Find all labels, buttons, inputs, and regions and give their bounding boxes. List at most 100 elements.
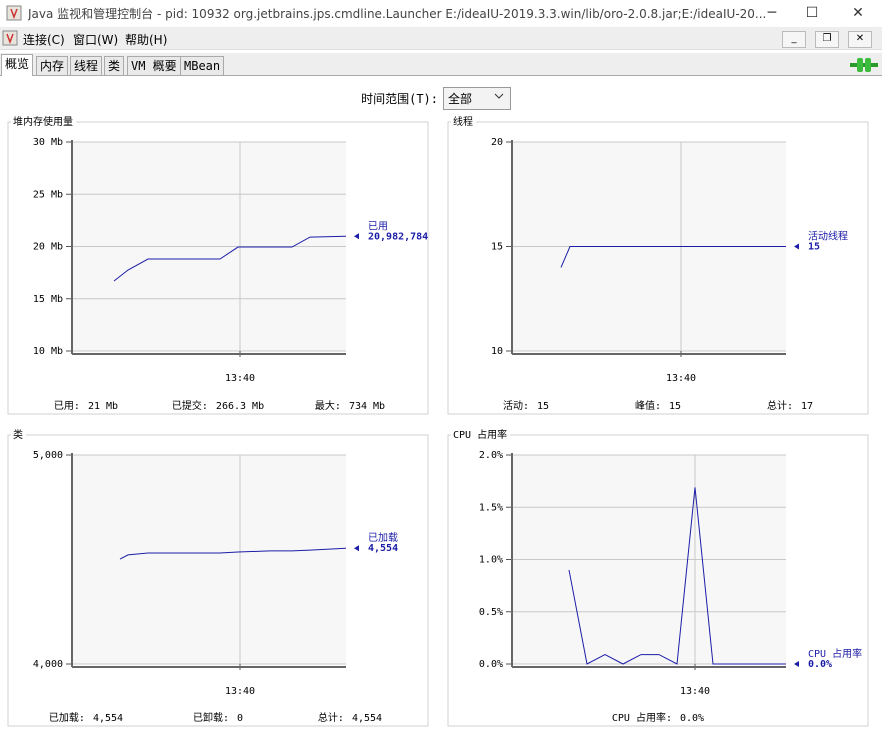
close-button[interactable]: ✕ — [852, 5, 864, 21]
footer-item: 峰值: 15 — [635, 399, 681, 412]
title-bar — [0, 0, 882, 26]
time-range-label: 时间范围(T): — [361, 92, 438, 106]
series-name: CPU 占用率 — [808, 647, 862, 660]
tab[interactable]: VM 概要 — [127, 56, 181, 75]
panel-title: 线程 — [453, 115, 473, 128]
y-tick-label: 0.0% — [479, 659, 503, 670]
y-tick-label: 10 — [491, 346, 503, 357]
footer-label: 最大: — [315, 399, 341, 412]
menu-item[interactable]: 连接(C) — [23, 33, 65, 47]
footer-value: 4,554 — [93, 713, 123, 724]
y-tick-label: 15 — [491, 242, 503, 253]
x-tick-label: 13:40 — [225, 686, 255, 697]
current-marker — [354, 545, 359, 552]
series-line — [113, 235, 347, 282]
maximize-button[interactable]: ☐ — [805, 5, 819, 21]
footer-label: 总计: — [318, 711, 344, 724]
y-tick-label: 0.5% — [479, 607, 503, 618]
panel-title: 类 — [13, 428, 23, 441]
footer-value: 21 Mb — [88, 401, 118, 412]
mdi-restore[interactable]: ❐ — [815, 31, 839, 48]
x-tick-label: 13:40 — [666, 373, 696, 384]
panel-border — [447, 121, 869, 415]
panel-title-bg — [451, 115, 476, 129]
series-name: 已用 — [368, 221, 388, 232]
footer-item: 已加载: 4,554 — [49, 712, 123, 724]
footer-value: 0 — [237, 713, 243, 724]
footer-value: 15 — [537, 401, 549, 412]
current-marker — [794, 243, 799, 250]
current-value: 4,554 — [368, 543, 398, 554]
tab[interactable]: 类 — [104, 56, 125, 75]
footer-value: 266.3 Mb — [216, 401, 264, 412]
y-tick-label: 1.0% — [479, 555, 503, 566]
time-range-dropdown[interactable] — [443, 87, 511, 110]
current-value: 15 — [808, 242, 820, 253]
x-tick-label: 13:40 — [680, 686, 710, 697]
tab[interactable]: 线程 — [70, 56, 103, 75]
panel-border — [7, 121, 429, 415]
y-tick-label: 20 — [491, 137, 503, 148]
footer-label: 已卸载: — [193, 711, 229, 724]
x-tick-label: 13:40 — [225, 373, 255, 384]
y-tick-label: 4,000 — [33, 659, 63, 670]
series-name: 活动线程 — [808, 230, 848, 243]
footer-item: 总计: 17 — [767, 399, 813, 412]
y-tick-label: 25 Mb — [33, 189, 63, 200]
y-tick-label: 5,000 — [33, 450, 63, 461]
footer-item: 已卸载: 0 — [193, 711, 243, 724]
panel-title-bg — [11, 428, 26, 442]
time-range-value: 全部 — [448, 92, 473, 106]
footer-value: 17 — [801, 401, 813, 412]
current-value: 0.0% — [808, 659, 832, 670]
footer-value: 4,554 — [352, 713, 382, 724]
footer-item: 总计: 4,554 — [318, 711, 382, 724]
current-marker — [354, 233, 359, 240]
menu-item[interactable]: 帮助(H) — [125, 33, 168, 47]
footer-label: CPU 占用率: — [612, 711, 672, 724]
series-name: 已加载 — [368, 532, 398, 544]
footer-item: 最大: 734 Mb — [315, 399, 385, 412]
connection-icon — [850, 58, 878, 72]
series-line — [119, 547, 347, 560]
panel-title: 堆内存使用量 — [13, 115, 73, 128]
panel-title: CPU 占用率 — [453, 428, 507, 441]
y-tick-label: 20 Mb — [33, 242, 63, 253]
footer-item: CPU 占用率: 0.0% — [612, 711, 704, 724]
y-tick-label: 30 Mb — [33, 137, 63, 148]
current-value: 20,982,784 — [368, 231, 428, 242]
mdi-close[interactable]: ✕ — [848, 31, 872, 48]
current-marker — [794, 661, 799, 667]
window-title: Java 监视和管理控制台 - pid: 10932 org.jetbrains… — [28, 7, 767, 21]
footer-label: 总计: — [767, 399, 793, 412]
minimize-button[interactable]: ─ — [767, 5, 777, 21]
menu-item[interactable]: 窗口(W) — [73, 33, 119, 47]
y-tick-label: 2.0% — [479, 450, 503, 461]
series-line — [568, 487, 786, 665]
menu-bar — [0, 27, 882, 50]
tab[interactable]: MBean — [180, 56, 225, 75]
mdi-minimize[interactable]: _ — [782, 31, 806, 48]
footer-value: 15 — [669, 401, 681, 412]
footer-value: 734 Mb — [349, 401, 385, 412]
app-icon — [6, 5, 22, 21]
footer-item: 活动: 15 — [503, 400, 549, 412]
footer-label: 已用: — [54, 401, 80, 412]
panel-border — [447, 434, 869, 727]
plot-area — [72, 455, 346, 664]
panel-border — [7, 434, 429, 727]
footer-item: 已提交: 266.3 Mb — [172, 399, 264, 412]
y-tick-label: 1.5% — [479, 502, 503, 513]
tab[interactable]: 内存 — [36, 56, 69, 75]
series-line — [560, 246, 786, 268]
panel-title-bg — [11, 115, 76, 129]
footer-label: 峰值: — [635, 399, 661, 412]
tab[interactable]: 概览 — [1, 54, 34, 76]
footer-value: 0.0% — [680, 713, 704, 724]
footer-label: 已加载: — [49, 712, 85, 724]
dropdown-arrow — [494, 93, 504, 99]
footer-label: 活动: — [503, 400, 529, 412]
